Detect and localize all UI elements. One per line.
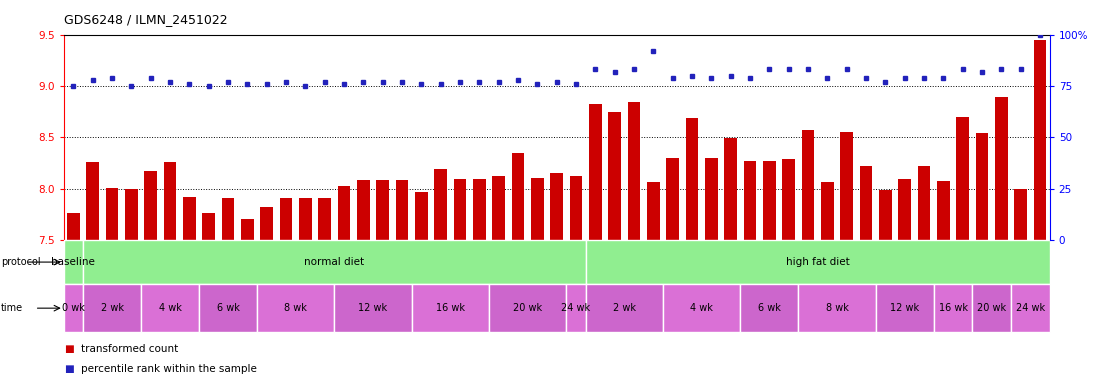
Bar bbox=[647, 182, 660, 240]
Bar bbox=[628, 103, 640, 240]
Bar bbox=[412, 284, 489, 332]
Text: GDS6248 / ILMN_2451022: GDS6248 / ILMN_2451022 bbox=[64, 13, 227, 26]
Text: 16 wk: 16 wk bbox=[939, 303, 967, 313]
Bar bbox=[798, 284, 876, 332]
Bar bbox=[956, 117, 968, 240]
Text: 24 wk: 24 wk bbox=[561, 303, 591, 313]
Bar bbox=[995, 97, 1008, 240]
Bar bbox=[608, 112, 621, 240]
Bar bbox=[335, 284, 412, 332]
Text: 2 wk: 2 wk bbox=[613, 303, 636, 313]
Bar bbox=[1033, 40, 1046, 240]
Bar bbox=[492, 176, 505, 240]
Text: 12 wk: 12 wk bbox=[358, 303, 388, 313]
Bar bbox=[860, 166, 872, 240]
Bar bbox=[918, 166, 930, 240]
Bar bbox=[840, 132, 853, 240]
Bar bbox=[435, 169, 447, 240]
Bar bbox=[743, 161, 757, 240]
Text: 8 wk: 8 wk bbox=[284, 303, 307, 313]
Bar bbox=[821, 182, 833, 240]
Bar bbox=[705, 158, 718, 240]
Bar bbox=[338, 185, 350, 240]
Bar bbox=[512, 153, 525, 240]
Text: ■: ■ bbox=[64, 364, 74, 374]
Bar bbox=[585, 240, 1050, 284]
Bar bbox=[67, 213, 80, 240]
Bar bbox=[357, 180, 370, 240]
Bar bbox=[663, 284, 740, 332]
Bar bbox=[64, 240, 83, 284]
Text: 24 wk: 24 wk bbox=[1016, 303, 1045, 313]
Bar bbox=[589, 104, 602, 240]
Bar bbox=[415, 192, 427, 240]
Text: 20 wk: 20 wk bbox=[977, 303, 1006, 313]
Bar bbox=[377, 180, 389, 240]
Bar bbox=[183, 197, 195, 240]
Bar bbox=[686, 118, 698, 240]
Bar bbox=[567, 284, 585, 332]
Bar bbox=[473, 179, 485, 240]
Bar bbox=[145, 171, 157, 240]
Text: protocol: protocol bbox=[1, 257, 41, 267]
Text: 2 wk: 2 wk bbox=[101, 303, 123, 313]
Bar bbox=[570, 176, 582, 240]
Bar bbox=[260, 207, 273, 240]
Bar bbox=[1011, 284, 1050, 332]
Bar bbox=[876, 284, 933, 332]
Bar bbox=[740, 284, 798, 332]
Text: percentile rank within the sample: percentile rank within the sample bbox=[81, 364, 257, 374]
Bar bbox=[725, 138, 737, 240]
Bar bbox=[105, 188, 119, 240]
Bar bbox=[202, 213, 215, 240]
Bar bbox=[802, 130, 815, 240]
Bar bbox=[395, 180, 408, 240]
Bar bbox=[257, 284, 335, 332]
Bar bbox=[585, 284, 663, 332]
Bar bbox=[164, 162, 177, 240]
Text: 12 wk: 12 wk bbox=[890, 303, 919, 313]
Text: 8 wk: 8 wk bbox=[826, 303, 849, 313]
Text: time: time bbox=[1, 303, 23, 313]
Text: 6 wk: 6 wk bbox=[216, 303, 239, 313]
Bar bbox=[83, 240, 585, 284]
Bar bbox=[125, 189, 137, 240]
Bar bbox=[763, 161, 775, 240]
Text: normal diet: normal diet bbox=[304, 257, 365, 267]
Bar bbox=[242, 220, 254, 240]
Text: ■: ■ bbox=[64, 344, 74, 354]
Bar bbox=[280, 198, 292, 240]
Text: 4 wk: 4 wk bbox=[158, 303, 181, 313]
Bar bbox=[199, 284, 257, 332]
Bar bbox=[64, 284, 83, 332]
Text: transformed count: transformed count bbox=[81, 344, 179, 354]
Text: high fat diet: high fat diet bbox=[786, 257, 850, 267]
Bar bbox=[933, 284, 973, 332]
Bar bbox=[976, 133, 988, 240]
Bar bbox=[879, 190, 892, 240]
Text: 16 wk: 16 wk bbox=[436, 303, 464, 313]
Bar bbox=[1015, 189, 1027, 240]
Bar bbox=[666, 158, 679, 240]
Bar bbox=[550, 173, 563, 240]
Text: baseline: baseline bbox=[52, 257, 96, 267]
Bar bbox=[973, 284, 1011, 332]
Bar bbox=[318, 198, 330, 240]
Bar bbox=[489, 284, 567, 332]
Bar bbox=[531, 179, 544, 240]
Bar bbox=[299, 198, 312, 240]
Bar bbox=[87, 162, 99, 240]
Bar bbox=[783, 159, 795, 240]
Bar bbox=[222, 198, 234, 240]
Bar bbox=[898, 179, 911, 240]
Text: 4 wk: 4 wk bbox=[691, 303, 713, 313]
Bar bbox=[141, 284, 199, 332]
Bar bbox=[937, 182, 950, 240]
Bar bbox=[453, 179, 467, 240]
Text: 6 wk: 6 wk bbox=[758, 303, 781, 313]
Text: 0 wk: 0 wk bbox=[61, 303, 85, 313]
Text: 20 wk: 20 wk bbox=[513, 303, 542, 313]
Bar bbox=[83, 284, 141, 332]
